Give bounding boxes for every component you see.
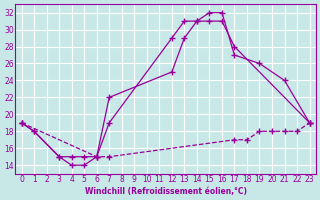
X-axis label: Windchill (Refroidissement éolien,°C): Windchill (Refroidissement éolien,°C) <box>84 187 247 196</box>
